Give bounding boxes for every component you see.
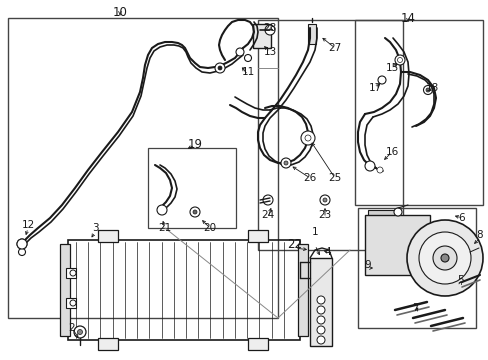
Text: 26: 26 bbox=[303, 173, 316, 183]
Circle shape bbox=[157, 205, 167, 215]
Circle shape bbox=[215, 63, 224, 73]
Text: 12: 12 bbox=[21, 220, 35, 230]
Bar bbox=[66, 298, 76, 308]
Circle shape bbox=[432, 246, 456, 270]
Text: 17: 17 bbox=[367, 83, 381, 93]
Text: 3: 3 bbox=[92, 223, 98, 233]
Circle shape bbox=[19, 248, 25, 256]
Text: 20: 20 bbox=[203, 223, 216, 233]
Text: 2: 2 bbox=[68, 323, 75, 333]
Circle shape bbox=[323, 198, 326, 202]
Circle shape bbox=[305, 135, 310, 141]
Bar bbox=[8, 18, 278, 318]
Circle shape bbox=[281, 158, 290, 168]
Circle shape bbox=[74, 326, 86, 338]
Bar bbox=[364, 215, 429, 275]
Bar bbox=[68, 240, 299, 340]
Circle shape bbox=[377, 76, 385, 84]
Text: 6: 6 bbox=[458, 213, 465, 223]
Bar bbox=[247, 230, 267, 242]
Circle shape bbox=[316, 296, 325, 304]
Text: 7: 7 bbox=[411, 303, 417, 313]
Bar bbox=[258, 20, 402, 250]
Bar bbox=[98, 338, 118, 350]
Circle shape bbox=[236, 48, 244, 56]
Text: 18: 18 bbox=[425, 83, 438, 93]
Circle shape bbox=[397, 58, 402, 63]
Text: 5: 5 bbox=[456, 275, 462, 285]
Circle shape bbox=[70, 270, 76, 276]
Circle shape bbox=[319, 195, 329, 205]
Circle shape bbox=[17, 239, 27, 249]
Circle shape bbox=[17, 239, 27, 249]
Circle shape bbox=[316, 306, 325, 314]
Text: 22: 22 bbox=[287, 238, 302, 252]
Circle shape bbox=[406, 220, 482, 296]
Bar bbox=[297, 244, 307, 336]
Circle shape bbox=[418, 232, 470, 284]
Circle shape bbox=[244, 54, 251, 62]
Circle shape bbox=[394, 55, 404, 65]
Text: 4: 4 bbox=[324, 247, 331, 257]
Text: 28: 28 bbox=[263, 23, 276, 33]
Text: 10: 10 bbox=[112, 5, 127, 18]
Circle shape bbox=[366, 263, 376, 273]
Circle shape bbox=[440, 254, 448, 262]
Text: 1: 1 bbox=[311, 227, 318, 237]
Circle shape bbox=[423, 85, 431, 94]
Text: 23: 23 bbox=[318, 210, 331, 220]
Bar bbox=[66, 268, 76, 278]
Bar bbox=[307, 24, 315, 44]
Text: 9: 9 bbox=[364, 260, 370, 270]
Circle shape bbox=[316, 316, 325, 324]
Circle shape bbox=[364, 161, 374, 171]
Bar bbox=[148, 148, 236, 228]
Circle shape bbox=[190, 207, 200, 217]
Circle shape bbox=[316, 326, 325, 334]
Bar bbox=[252, 24, 270, 48]
Circle shape bbox=[393, 208, 401, 216]
Text: 8: 8 bbox=[476, 230, 482, 240]
Text: 21: 21 bbox=[158, 223, 171, 233]
Bar bbox=[309, 258, 331, 346]
Text: 13: 13 bbox=[263, 47, 276, 57]
Bar bbox=[357, 208, 475, 328]
Text: 14: 14 bbox=[400, 12, 415, 24]
Circle shape bbox=[425, 88, 429, 92]
Circle shape bbox=[264, 25, 274, 35]
Bar bbox=[98, 230, 118, 242]
Text: 24: 24 bbox=[261, 210, 274, 220]
Text: 27: 27 bbox=[328, 43, 341, 53]
Circle shape bbox=[70, 300, 76, 306]
Text: 19: 19 bbox=[187, 139, 202, 152]
Bar bbox=[247, 338, 267, 350]
Circle shape bbox=[193, 210, 197, 214]
Circle shape bbox=[316, 336, 325, 344]
Bar bbox=[354, 20, 482, 205]
Circle shape bbox=[301, 131, 314, 145]
Text: 25: 25 bbox=[328, 173, 341, 183]
Circle shape bbox=[284, 161, 287, 165]
Text: 11: 11 bbox=[241, 67, 254, 77]
Text: 15: 15 bbox=[385, 63, 398, 73]
Text: 16: 16 bbox=[385, 147, 398, 157]
Circle shape bbox=[376, 167, 382, 173]
Circle shape bbox=[77, 329, 82, 334]
Bar bbox=[60, 244, 70, 336]
Bar bbox=[367, 210, 395, 228]
Circle shape bbox=[218, 66, 222, 70]
Circle shape bbox=[369, 266, 373, 270]
Circle shape bbox=[263, 195, 272, 205]
